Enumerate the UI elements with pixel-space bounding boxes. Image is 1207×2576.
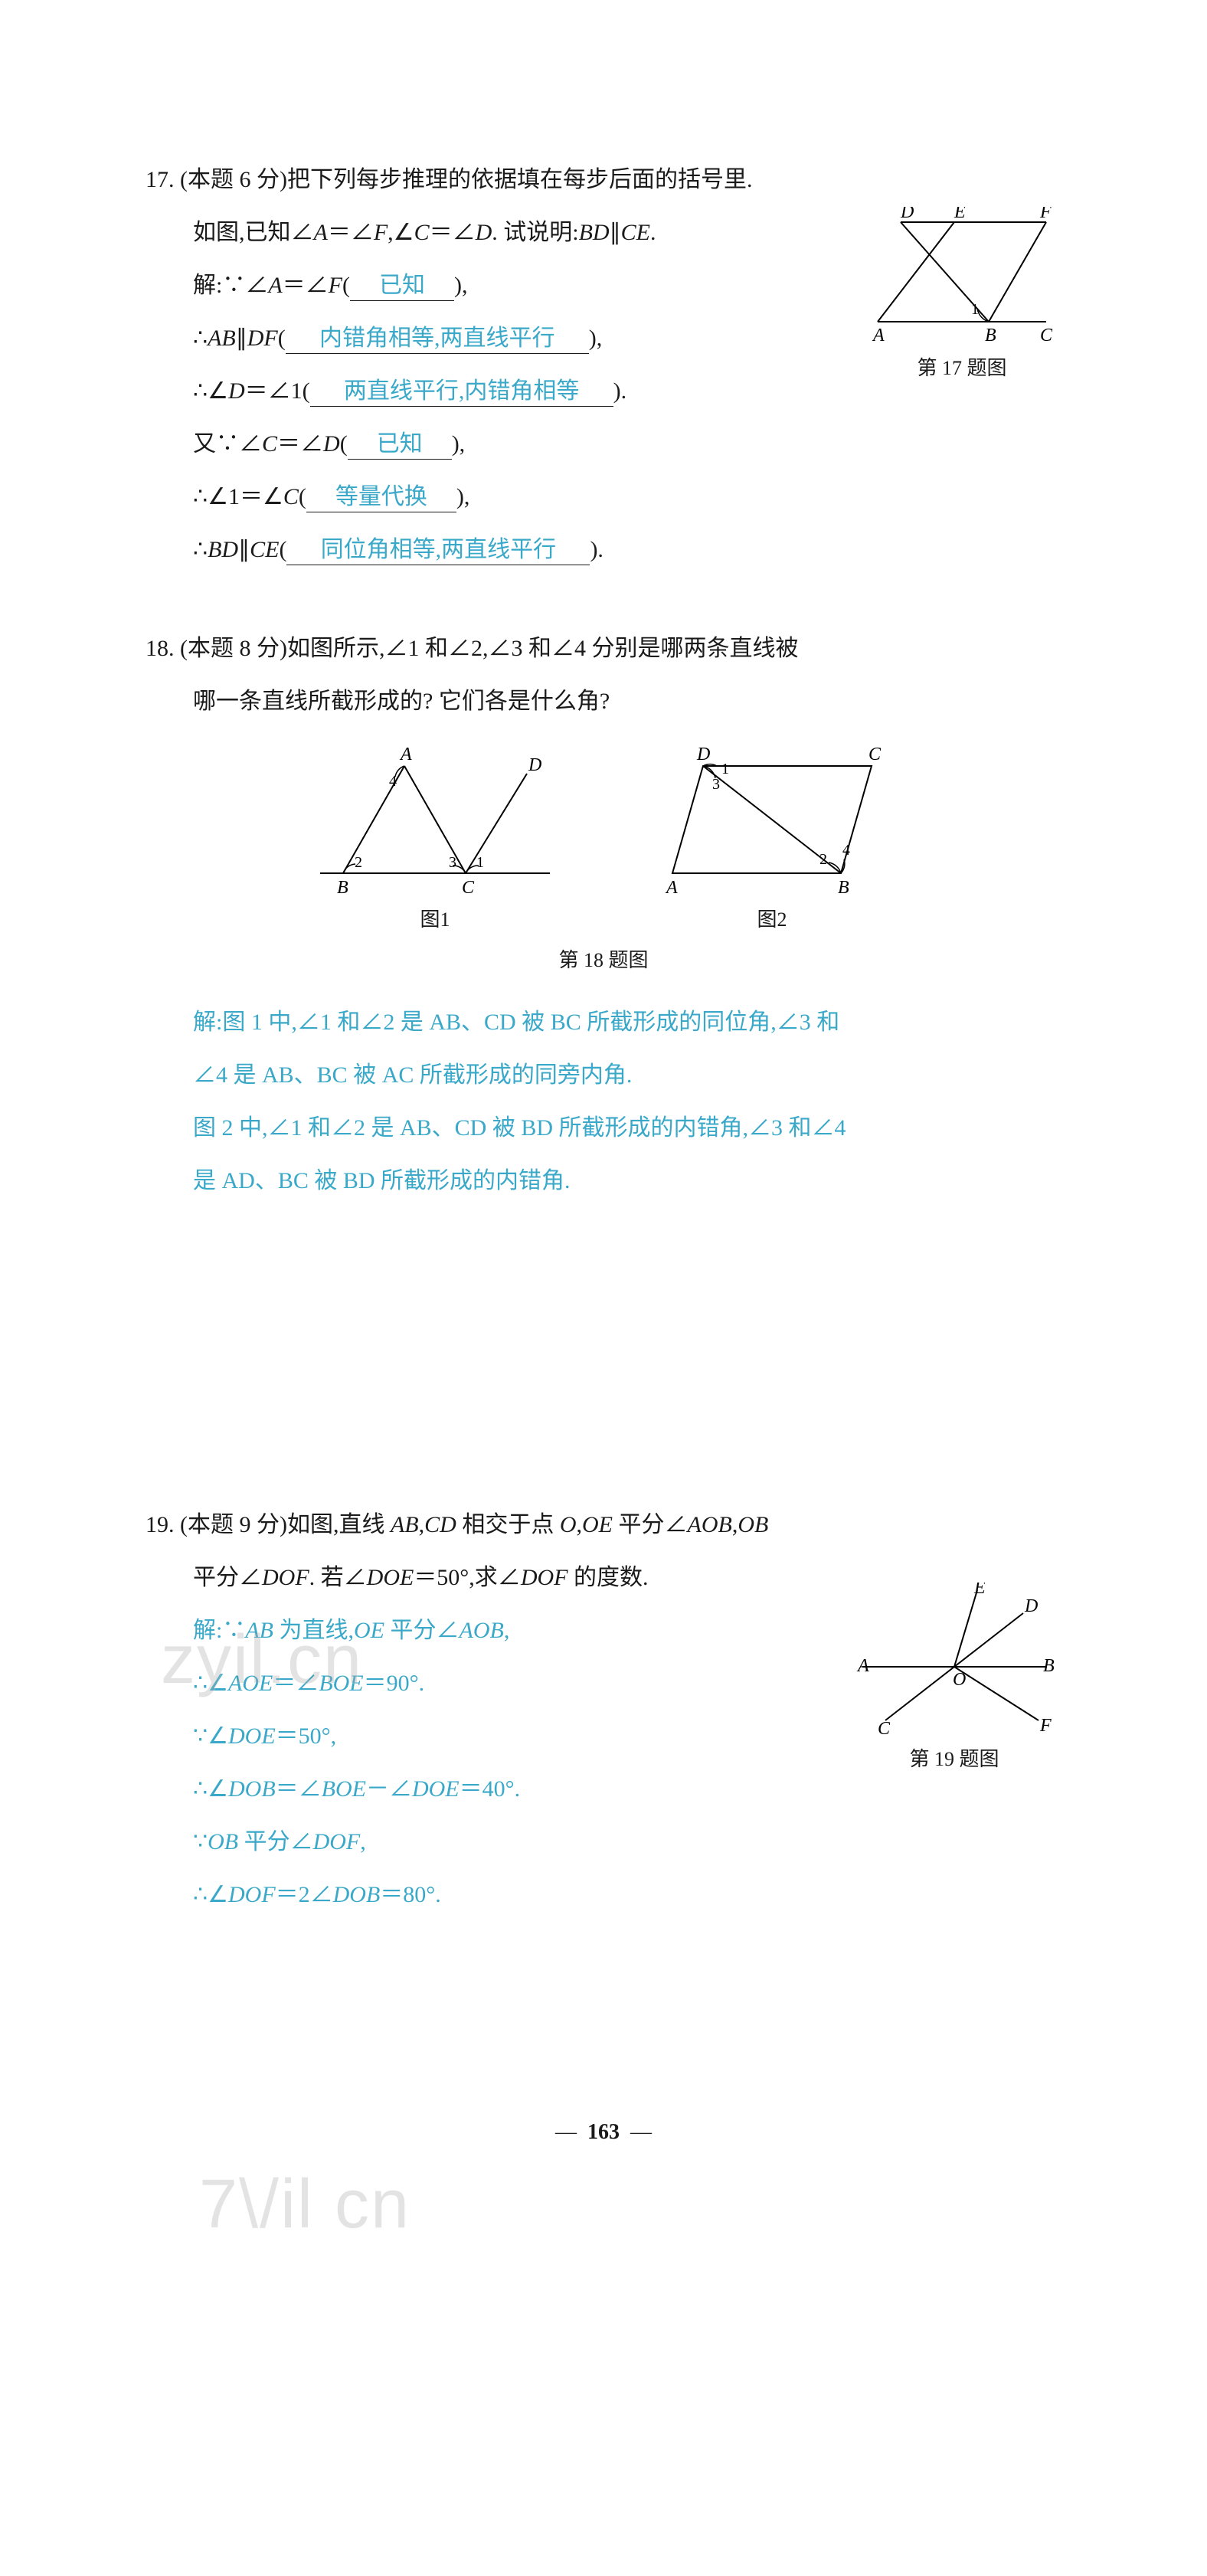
f2-C: C (868, 745, 882, 764)
page: 17. (本题 6 分)把下列每步推理的依据填在每步后面的括号里. 如图,已知∠… (0, 0, 1207, 2206)
problem-17: 17. (本题 6 分)把下列每步推理的依据填在每步后面的括号里. 如图,已知∠… (146, 153, 1061, 576)
q17-ans6: 同位角相等,两直线平行 (286, 535, 590, 565)
q18-stem-line2: 哪一条直线所截形成的? 它们各是什么角? (146, 675, 1061, 728)
q18-fig2-caption: 图2 (757, 904, 787, 932)
q19-number: 19. (146, 1512, 175, 1537)
f1-a3: 3 (449, 854, 456, 871)
q19-points: (本题 9 分) (180, 1512, 287, 1537)
f1-D: D (528, 755, 541, 775)
q17-l5: ∴∠1＝∠C(等量代换), (146, 470, 1061, 523)
q18-s1a-text: 图 1 中,∠1 和∠2 是 AB、CD 被 BC 所截形成的同位角,∠3 和 (222, 1010, 839, 1035)
q18-s2a: 图 2 中,∠1 和∠2 是 AB、CD 被 BD 所截形成的内错角,∠3 和∠… (146, 1101, 1061, 1154)
q19-caption: 第 19 题图 (839, 1743, 1069, 1772)
q17-ans1: 已知 (350, 270, 454, 301)
label-A: A (872, 326, 885, 345)
q18-row-caption: 第 18 题图 (146, 944, 1061, 973)
f19-E: E (973, 1583, 986, 1598)
f19-D: D (1024, 1596, 1038, 1616)
q18-fig1-caption: 图1 (420, 904, 450, 932)
q19-sol-label: 解: (193, 1618, 222, 1643)
f19-O: O (953, 1670, 966, 1690)
f1-B: B (337, 878, 348, 896)
label-E: E (953, 207, 966, 222)
f2-a3: 3 (712, 776, 720, 793)
label-F: F (1039, 207, 1052, 222)
q18-fig1: A D B C 2 3 1 4 图1 (312, 743, 558, 932)
q18-number: 18. (146, 636, 175, 661)
f1-a4: 4 (389, 773, 397, 790)
label-angle-1: 1 (971, 301, 979, 318)
problem-18: 18. (本题 8 分)如图所示,∠1 和∠2,∠3 和∠4 分别是哪两条直线被… (146, 622, 1061, 1207)
watermark-2: 7\/il cn (199, 2165, 411, 2244)
q18-s2b: 是 AD、BC 被 BD 所截形成的内错角. (146, 1154, 1061, 1207)
q18-fig2-svg: D C A B 1 3 2 4 (649, 743, 895, 896)
q18-fig2: D C A B 1 3 2 4 图2 (649, 743, 895, 932)
q17-points: (本题 6 分) (180, 167, 287, 192)
page-number: — 163 — (146, 2120, 1061, 2145)
q19-s6: ∴∠DOF＝2∠DOB＝80°. (146, 1868, 1061, 1921)
f2-D: D (696, 745, 710, 764)
page-number-value: 163 (587, 2120, 620, 2144)
q18-stem1: 如图所示,∠1 和∠2,∠3 和∠4 分别是哪两条直线被 (287, 636, 799, 661)
q17-ans3: 两直线平行,内错角相等 (310, 376, 613, 407)
q17-ans2: 内错角相等,两直线平行 (286, 323, 589, 354)
q18-s1b: ∠4 是 AB、BC 被 AC 所截形成的同旁内角. (146, 1049, 1061, 1101)
label-C: C (1040, 326, 1053, 345)
q19-svg: A B C D E F O (847, 1583, 1061, 1736)
q18-s1a: 解:图 1 中,∠1 和∠2 是 AB、CD 被 BC 所截形成的同位角,∠3 … (146, 996, 1061, 1049)
q18-figure-row: A D B C 2 3 1 4 图1 (146, 743, 1061, 932)
f19-B: B (1043, 1656, 1055, 1676)
f1-a1: 1 (476, 854, 484, 871)
q17-ans5: 等量代换 (306, 482, 456, 512)
q17-stem: 把下列每步推理的依据填在每步后面的括号里. (287, 167, 753, 192)
f1-a2: 2 (355, 854, 362, 871)
q18-fig1-svg: A D B C 2 3 1 4 (312, 743, 558, 896)
f2-a4: 4 (842, 842, 850, 859)
q19-figure: A B C D E F O 第 19 题图 (839, 1583, 1069, 1772)
q18-points: (本题 8 分) (180, 636, 287, 661)
f2-a2: 2 (819, 851, 827, 868)
f2-B: B (838, 878, 849, 896)
f1-A: A (399, 745, 412, 764)
q18-stem-line1: 18. (本题 8 分)如图所示,∠1 和∠2,∠3 和∠4 分别是哪两条直线被 (146, 622, 1061, 675)
f19-A: A (856, 1656, 869, 1676)
f19-C: C (878, 1719, 891, 1736)
q19-s5: ∵OB 平分∠DOF, (146, 1815, 1061, 1868)
q17-ans4: 已知 (348, 429, 452, 460)
q17-stem-line1: 17. (本题 6 分)把下列每步推理的依据填在每步后面的括号里. (146, 153, 1061, 206)
q17-l6: ∴BD∥CE(同位角相等,两直线平行). (146, 523, 1061, 576)
q17-number: 17. (146, 167, 175, 192)
label-D: D (900, 207, 914, 222)
f19-F: F (1039, 1716, 1052, 1736)
q18-sol-label: 解: (193, 1010, 222, 1035)
problem-19: 19. (本题 9 分)如图,直线 AB,CD 相交于点 O,OE 平分∠AOB… (146, 1498, 1061, 1921)
f2-a1: 1 (721, 761, 729, 777)
q17-svg: D E F A B C 1 (862, 207, 1061, 345)
label-B: B (985, 326, 996, 345)
q19-stem-line1: 19. (本题 9 分)如图,直线 AB,CD 相交于点 O,OE 平分∠AOB… (146, 1498, 1061, 1551)
q17-caption: 第 17 题图 (855, 352, 1069, 381)
q17-l4: 又∵∠C＝∠D(已知), (146, 417, 1061, 470)
f1-C: C (462, 878, 475, 896)
q17-figure: D E F A B C 1 第 17 题图 (855, 207, 1069, 381)
f2-A: A (665, 878, 678, 896)
